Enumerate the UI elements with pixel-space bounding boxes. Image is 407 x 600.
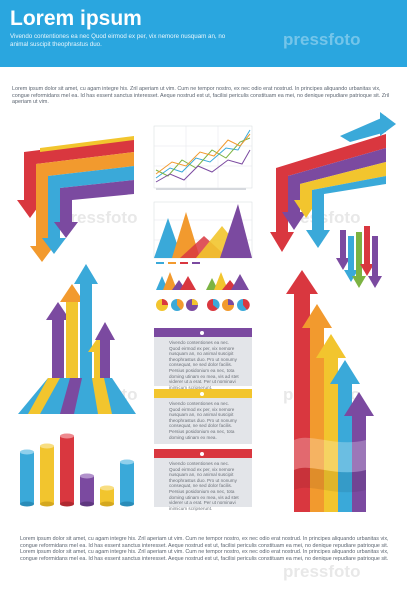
bar-chart-icon — [20, 433, 134, 507]
panel-dot-icon — [200, 331, 204, 335]
area-chart-icon — [153, 201, 253, 264]
line-chart-icon — [153, 125, 253, 190]
pie-icons — [156, 298, 250, 311]
watermark: pressfoto — [283, 562, 361, 581]
info-panel-3: Vivendo contentiones ea nec. Quod eirmod… — [154, 449, 252, 511]
info-panel-1: Vivendo contentiones ea nec. Quod eirmod… — [154, 328, 252, 390]
big-arrows-up — [286, 270, 374, 512]
watermark: pressfoto — [283, 30, 361, 49]
mini-triangle-charts — [156, 272, 249, 290]
perspective-arrows-up — [18, 264, 136, 414]
header-banner: Lorem ipsum Vivendo contentiones ea nec … — [0, 0, 407, 67]
bent-arrows-down-left — [17, 136, 134, 262]
panel-dot-icon — [200, 452, 204, 456]
intro-text: Lorem ipsum dolor sit amet, cu agam inte… — [12, 86, 390, 105]
bent-arrows-down-right — [270, 112, 396, 252]
info-panel-2: Vivendo contentiones ea nec. Quod eirmod… — [154, 389, 252, 444]
panel-text: Vivendo contentiones ea nec. Quod eirmod… — [169, 461, 239, 511]
page-title: Lorem ipsum — [10, 7, 142, 30]
page-subtitle: Vivendo contentiones ea nec Quod eirmod … — [10, 33, 226, 48]
panel-text: Vivendo contentiones ea nec. Quod eirmod… — [169, 340, 239, 390]
small-arrows-down — [336, 226, 382, 288]
watermark: pressfoto — [60, 208, 138, 227]
panel-text: Vivendo contentiones ea nec. Quod eirmod… — [169, 401, 237, 440]
footer-text: Lorem ipsum dolor sit amet, cu agam inte… — [20, 536, 389, 562]
panel-dot-icon — [200, 392, 204, 396]
